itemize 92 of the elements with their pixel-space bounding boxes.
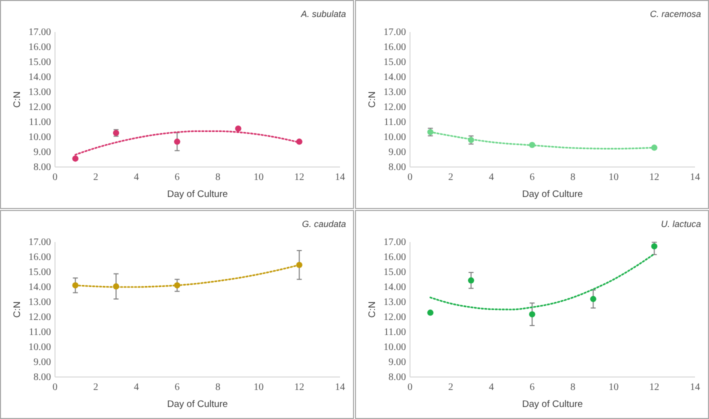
y-tick-label: 10.00 [384,132,406,144]
y-tick-label: 8.00 [388,372,406,384]
y-tick-label: 17.00 [384,27,406,38]
x-tick-label: 12 [649,172,660,184]
x-tick-label: 2 [448,382,454,394]
x-axis-title: Day of Culture [522,399,583,410]
x-tick-label: 8 [215,172,220,184]
y-tick-label: 13.00 [28,297,51,308]
y-tick-label: 14.00 [384,282,406,294]
y-axis-title: C:N [367,301,378,318]
x-tick-label: 4 [134,172,139,184]
x-axis-title: Day of Culture [522,189,583,200]
x-tick-label: 4 [488,172,494,184]
line-series [430,253,656,310]
y-tick-label: 13.00 [384,297,406,308]
y-tick-label: 16.00 [28,42,51,54]
x-tick-label: 14 [690,172,700,184]
y-tick-label: 9.00 [34,357,51,368]
y-tick-label: 10.00 [28,132,51,144]
y-tick-label: 14.00 [384,72,406,84]
x-tick-label: 8 [570,172,576,184]
x-tick-label: 10 [254,382,264,394]
y-tick-label: 15.00 [384,267,406,278]
y-tick-label: 9.00 [388,147,406,158]
y-tick-label: 11.00 [384,327,406,338]
y-tick-label: 10.00 [28,342,51,354]
y-tick-label: 11.00 [28,327,51,338]
y-tick-label: 15.00 [28,57,51,68]
x-tick-label: 0 [52,172,58,184]
x-tick-label: 12 [294,382,304,394]
x-tick-label: 12 [649,382,660,394]
point [72,156,78,162]
x-tick-label: 4 [134,382,139,394]
x-tick-label: 6 [530,382,535,394]
y-tick-label: 11.00 [28,117,51,128]
y-tick-label: 8.00 [34,372,51,384]
y-tick-label: 8.00 [388,162,406,174]
y-tick-label: 8.00 [34,162,51,174]
chart-title: U. lactuca [660,219,701,229]
x-tick-label: 10 [254,172,264,184]
x-axis-title: Day of Culture [167,189,228,200]
y-tick-label: 9.00 [34,147,51,158]
x-tick-label: 14 [335,382,345,394]
x-tick-label: 8 [215,382,220,394]
y-tick-label: 13.00 [28,87,51,98]
x-tick-label: 10 [608,382,619,394]
y-tick-label: 12.00 [384,312,406,324]
x-axis-title: Day of Culture [167,399,228,410]
y-tick-label: 12.00 [384,102,406,114]
y-tick-label: 12.00 [28,312,51,324]
x-tick-label: 8 [570,382,576,394]
x-tick-label: 2 [448,172,454,184]
x-tick-label: 12 [294,172,304,184]
y-tick-label: 9.00 [388,357,406,368]
x-tick-label: 0 [408,382,412,394]
x-tick-label: 10 [608,172,619,184]
y-axis-title: C:N [12,91,23,108]
y-tick-label: 16.00 [28,252,51,264]
chart-title: C. racemosa [650,9,701,19]
y-tick-label: 17.00 [384,237,406,248]
chart-title: G. caudata [302,219,346,229]
y-tick-label: 16.00 [384,42,406,54]
x-tick-label: 6 [174,172,180,184]
point [468,277,474,284]
y-tick-label: 10.00 [384,342,406,354]
chart-title: A. subulata [300,9,346,19]
x-tick-label: 4 [488,382,494,394]
y-axis-title: C:N [367,91,378,108]
y-tick-label: 17.00 [28,237,51,248]
x-tick-label: 0 [408,172,412,184]
x-tick-label: 0 [52,382,58,394]
point [590,296,596,302]
x-tick-label: 6 [174,382,180,394]
y-tick-label: 15.00 [28,267,51,278]
y-tick-label: 11.00 [384,117,406,128]
y-tick-label: 12.00 [28,102,51,114]
y-tick-label: 14.00 [28,282,51,294]
y-tick-label: 13.00 [384,87,406,98]
x-tick-label: 2 [93,382,98,394]
point [529,311,536,318]
x-tick-label: 2 [93,172,98,184]
point [174,138,180,145]
y-tick-label: 16.00 [384,252,406,264]
y-tick-label: 17.00 [28,27,51,38]
x-tick-label: 14 [335,172,345,184]
point [235,126,242,132]
y-axis-title: C:N [12,301,23,318]
x-tick-label: 14 [690,382,700,394]
y-tick-label: 15.00 [384,57,406,68]
point [427,310,434,316]
y-tick-label: 14.00 [28,72,51,84]
x-tick-label: 6 [530,172,535,184]
